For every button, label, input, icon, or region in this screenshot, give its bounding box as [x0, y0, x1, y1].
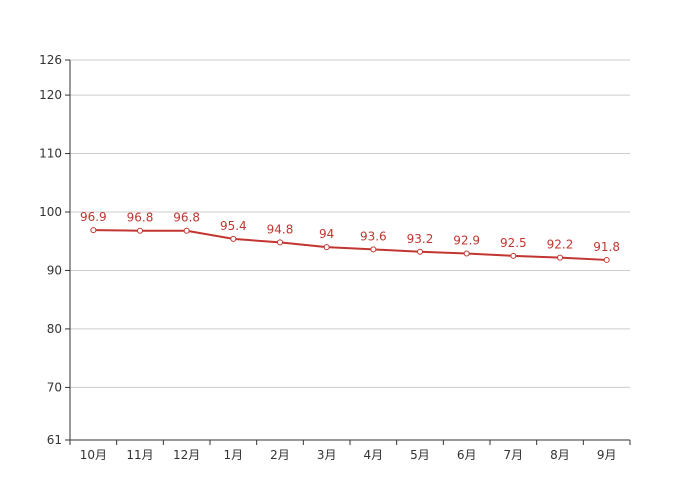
- data-label: 92.2: [547, 238, 574, 252]
- data-label: 92.9: [453, 234, 480, 248]
- y-tick-label: 61: [47, 433, 62, 447]
- y-tick-label: 126: [39, 53, 62, 67]
- y-tick-label: 70: [47, 380, 62, 394]
- x-tick-label: 11月: [126, 448, 153, 462]
- data-point: [277, 239, 283, 246]
- data-label: 96.9: [80, 210, 107, 224]
- data-point: [510, 252, 517, 259]
- data-point: [463, 250, 470, 257]
- data-label: 91.8: [593, 240, 620, 254]
- series-line: [93, 229, 607, 261]
- x-tick-label: 1月: [224, 448, 244, 462]
- x-tick-label: 3月: [317, 448, 337, 462]
- data-label: 93.6: [360, 229, 387, 243]
- y-tick-label: 110: [39, 147, 62, 161]
- data-label: 95.4: [220, 219, 247, 233]
- data-point: [323, 244, 330, 251]
- x-tick-label: 7月: [504, 448, 524, 462]
- data-point: [90, 227, 97, 234]
- y-tick-label: 120: [39, 88, 62, 102]
- y-tick-label: 100: [39, 205, 62, 219]
- data-point: [557, 254, 563, 261]
- y-tick-label: 80: [47, 322, 62, 336]
- data-point: [370, 246, 377, 253]
- data-label: 94: [319, 227, 334, 241]
- data-point: [230, 235, 237, 242]
- x-tick-label: 10月: [80, 448, 107, 462]
- x-tick-label: 5月: [410, 448, 430, 462]
- data-label: 94.8: [267, 222, 294, 236]
- data-point: [137, 227, 143, 234]
- data-label: 93.2: [407, 232, 434, 246]
- y-tick-label: 90: [47, 263, 62, 277]
- x-tick-label: 8月: [550, 448, 570, 462]
- x-tick-label: 6月: [457, 448, 477, 462]
- data-label: 96.8: [127, 211, 154, 225]
- data-label: 92.5: [500, 236, 527, 250]
- x-tick-label: 4月: [364, 448, 384, 462]
- data-point: [417, 248, 423, 255]
- x-tick-label: 2月: [270, 448, 290, 462]
- x-tick-label: 9月: [597, 448, 617, 462]
- data-label: 96.8: [173, 211, 200, 225]
- x-tick-label: 12月: [173, 448, 200, 462]
- data-point: [183, 227, 190, 234]
- data-point: [603, 256, 610, 263]
